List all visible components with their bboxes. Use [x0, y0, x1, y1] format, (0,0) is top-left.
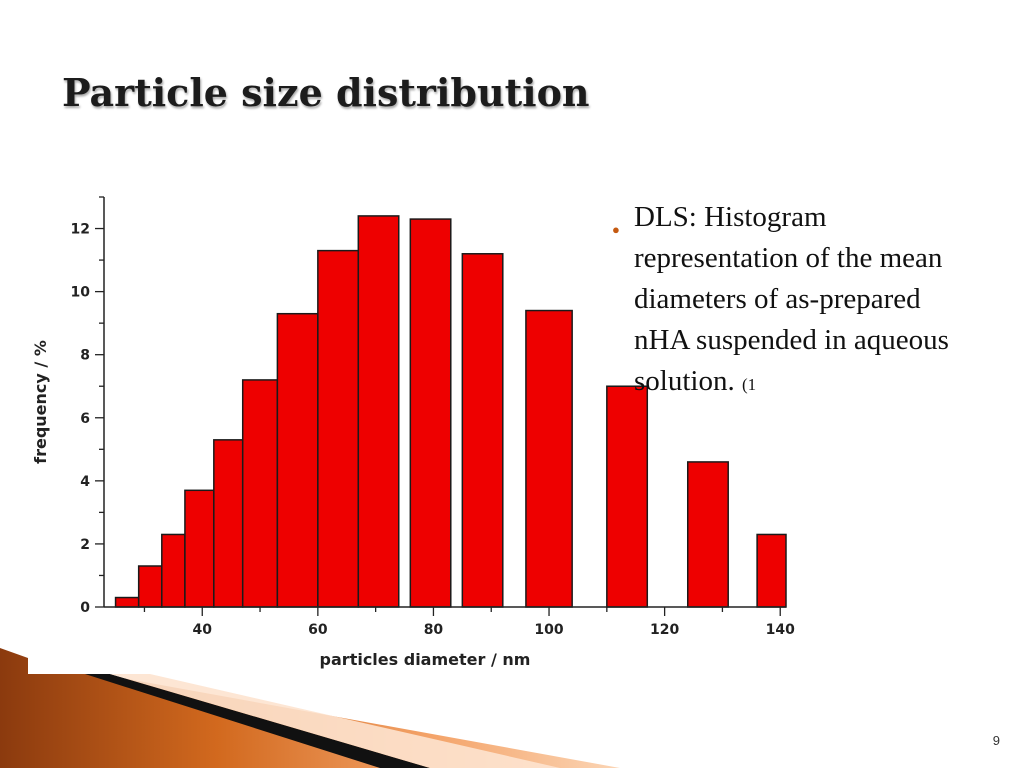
y-tick-label: 10: [71, 285, 91, 301]
black-stripe: [85, 674, 430, 768]
histogram-chart: 0 2 4 6 8 10 12 40 60 80 100 120 140 particles diame…: [0, 185, 800, 680]
x-tick-label: 120: [650, 622, 679, 638]
histogram-bar-12: [525, 309, 573, 608]
histogram-bar-2: [137, 565, 163, 608]
histogram-bar-15: [756, 533, 787, 608]
x-axis-title: particles diameter / nm: [320, 650, 531, 669]
y-tick-label: 2: [80, 537, 90, 553]
light-stripe: [110, 674, 560, 768]
bullet-list: ● DLS: Histogram representation of the m…: [612, 197, 982, 405]
histogram-bar-7: [276, 312, 319, 608]
y-tick-label: 0: [80, 600, 90, 616]
x-tick-label: 140: [766, 622, 795, 638]
histogram-bar-3: [161, 533, 186, 608]
reference-mark: (1: [741, 375, 757, 394]
histogram-bar-1: [114, 596, 140, 608]
histogram-bar-11: [461, 253, 504, 608]
histogram-bar-13: [606, 385, 649, 608]
histogram-bar-10: [409, 218, 452, 608]
y-tick-label: 4: [80, 474, 90, 490]
histogram-bar-8: [317, 249, 360, 608]
x-tick-label: 100: [534, 622, 563, 638]
decorative-swoosh: [0, 648, 620, 768]
slide-title: Particle size distribution: [62, 70, 590, 115]
y-axis-title: frequency / %: [31, 340, 50, 464]
histogram-svg: 0 2 4 6 8 10 12 40 60 80 100 120 140 particles diame…: [31, 196, 795, 669]
x-tick-label: 40: [193, 622, 213, 638]
x-tick-label: 80: [424, 622, 444, 638]
histogram-bar-14: [686, 461, 729, 608]
histogram-bar-4: [184, 489, 215, 608]
axes-layer: 0 2 4 6 8 10 12 40 60 80 100 120 140: [71, 196, 795, 638]
orange-band: [0, 648, 620, 768]
x-tick-label: 60: [308, 622, 328, 638]
histogram-bar-9: [357, 215, 400, 608]
bars-layer: [114, 215, 787, 608]
bullet-dot-icon: ●: [612, 222, 620, 237]
histogram-bar-6: [241, 379, 279, 608]
bullet-text: DLS: Histogram representation of the mea…: [634, 201, 949, 397]
y-tick-label: 8: [80, 348, 90, 364]
histogram-bar-5: [213, 439, 244, 608]
bullet-item: DLS: Histogram representation of the mea…: [634, 197, 982, 405]
y-tick-label: 12: [71, 222, 90, 238]
y-tick-label: 6: [80, 411, 90, 427]
page-number: 9: [992, 733, 1000, 748]
